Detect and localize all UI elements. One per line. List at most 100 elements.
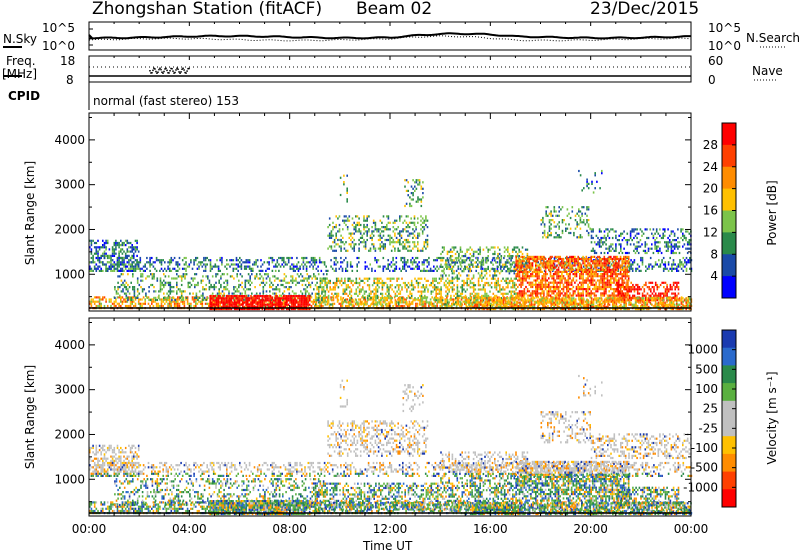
echo-cell — [371, 243, 373, 246]
echo-cell — [351, 236, 354, 239]
echo-cell — [546, 273, 548, 276]
echo-cell — [503, 296, 505, 299]
echo-cell — [672, 267, 675, 270]
echo-cell — [338, 228, 341, 231]
echo-cell — [526, 260, 529, 263]
echo-cell — [605, 298, 608, 301]
echo-cell — [136, 241, 138, 245]
echo-cell — [623, 270, 625, 273]
echo-cell — [574, 281, 576, 284]
echo-cell — [485, 246, 488, 249]
echo-cell — [492, 252, 494, 256]
echo-cell — [609, 296, 611, 299]
echo-cell — [515, 273, 517, 276]
echo-cell — [582, 283, 584, 286]
echo-cell — [409, 204, 411, 208]
echo-cell — [129, 267, 132, 270]
echo-cell — [148, 298, 150, 302]
echo-cell — [448, 274, 450, 277]
echo-cell — [265, 269, 267, 272]
echo-cell — [579, 273, 581, 276]
echo-cell — [415, 187, 418, 190]
echo-cell — [405, 247, 408, 250]
echo-cell — [153, 296, 155, 299]
echo-cell — [273, 307, 275, 311]
echo-cell — [254, 275, 256, 278]
echo-cell — [598, 260, 601, 263]
echo-cell — [89, 246, 91, 249]
echo-cell — [255, 259, 257, 262]
echo-cell — [557, 266, 560, 269]
echo-cell — [212, 300, 215, 303]
echo-cell — [394, 249, 396, 252]
echo-cell — [535, 288, 537, 291]
echo-cell — [648, 265, 650, 268]
echo-cell — [524, 265, 526, 268]
echo-cell — [492, 267, 494, 271]
echo-cell — [511, 250, 514, 253]
echo-cell — [180, 277, 183, 280]
echo-cell — [623, 288, 625, 291]
echo-cell — [509, 298, 512, 301]
echo-cell — [530, 262, 532, 265]
echo-cell — [123, 300, 125, 303]
echo-cell — [535, 283, 537, 286]
echo-cell — [287, 256, 290, 260]
echo-cell — [525, 292, 527, 295]
echo-cell — [384, 243, 386, 246]
echo-cell — [127, 296, 129, 299]
nave-dropout-point — [167, 72, 169, 74]
echo-cell — [129, 259, 132, 262]
echo-cell — [198, 265, 200, 268]
echo-cell — [155, 259, 158, 262]
echo-cell — [394, 221, 396, 224]
echo-cell — [328, 234, 331, 237]
echo-cell — [593, 279, 596, 282]
echo-cell — [180, 298, 183, 302]
echo-cell — [342, 236, 344, 239]
echo-cell — [539, 255, 542, 258]
echo-cell — [205, 298, 207, 302]
echo-cell — [528, 277, 531, 280]
echo-cell — [500, 265, 503, 268]
echo-cell — [350, 245, 352, 248]
echo-cell — [387, 238, 390, 242]
echo-cell — [440, 263, 442, 266]
echo-cell — [98, 261, 101, 264]
echo-cell — [541, 262, 544, 265]
echo-cell — [471, 248, 473, 251]
echo-cell — [270, 281, 273, 284]
echo-cell — [235, 297, 238, 300]
echo-cell — [536, 270, 539, 273]
echo-cell — [371, 230, 373, 233]
echo-cell — [410, 267, 412, 270]
echo-cell — [278, 290, 281, 293]
echo-cell — [520, 285, 522, 289]
echo-cell — [524, 298, 526, 301]
echo-cell — [235, 298, 238, 301]
echo-cell — [595, 281, 597, 284]
echo-cell — [548, 298, 551, 301]
echo-cell — [689, 302, 691, 305]
echo-cell — [260, 281, 263, 284]
echo-cell — [606, 257, 609, 261]
echo-cell — [118, 261, 120, 264]
nave-dropout-point — [172, 70, 174, 72]
echo-cell — [538, 264, 540, 267]
echo-cell — [90, 269, 93, 272]
echo-cell — [374, 259, 376, 262]
echo-cell — [574, 290, 576, 293]
echo-cell — [579, 257, 581, 261]
echo-cell — [538, 277, 540, 280]
echo-cell — [413, 221, 416, 224]
echo-cell — [521, 292, 524, 295]
echo-cell — [235, 301, 238, 304]
echo-cell — [228, 290, 230, 293]
echo-cell — [271, 305, 273, 308]
echo-cell — [541, 292, 544, 295]
echo-cell — [590, 257, 592, 261]
echo-cell — [211, 265, 213, 268]
echo-cell — [169, 288, 172, 291]
echo-cell — [592, 273, 594, 276]
echo-cell — [312, 259, 314, 262]
